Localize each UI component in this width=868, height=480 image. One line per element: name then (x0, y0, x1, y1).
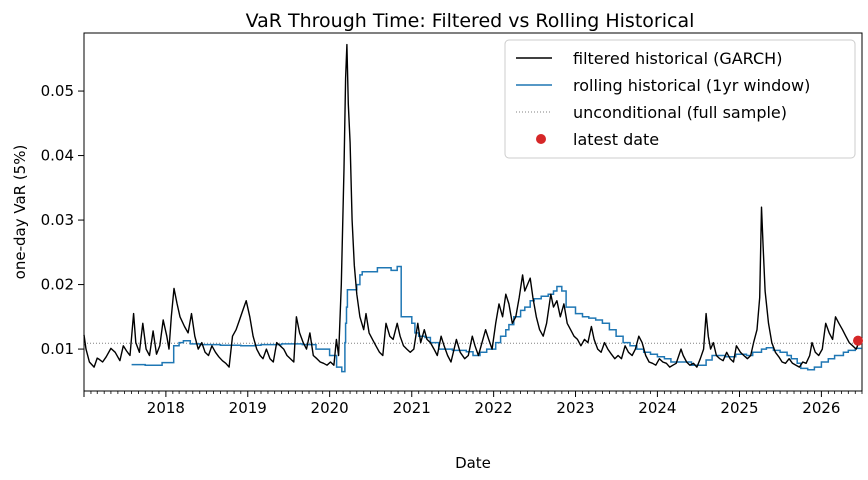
x-tick-label: 2018 (147, 399, 185, 417)
x-tick-label: 2021 (393, 399, 431, 417)
latest-date-point (853, 335, 863, 346)
x-tick-label: 2026 (802, 399, 840, 417)
y-tick-label: 0.02 (41, 276, 74, 294)
legend-box (504, 39, 856, 159)
legend-label-latest: latest date (573, 130, 659, 149)
x-tick-label: 2024 (638, 399, 676, 417)
legend-swatch-latest (536, 134, 546, 144)
chart-title: VaR Through Time: Filtered vs Rolling Hi… (246, 10, 695, 32)
x-tick-label: 2019 (229, 399, 267, 417)
y-axis: 0.01 0.02 0.03 0.04 0.05 (41, 82, 84, 358)
y-axis-title: one-day VaR (5%) (11, 145, 29, 280)
x-axis: 2018 2019 2020 2021 2022 2023 2024 2025 2026 (83, 391, 863, 417)
y-tick-label: 0.04 (41, 147, 74, 165)
x-axis-title: Date (455, 454, 491, 472)
legend-label-garch: filtered historical (GARCH) (573, 49, 782, 68)
y-tick-label: 0.01 (41, 340, 74, 358)
x-tick-label: 2023 (556, 399, 594, 417)
x-tick-label: 2022 (475, 399, 513, 417)
legend: filtered historical (GARCH) rolling hist… (504, 39, 856, 159)
x-tick-label: 2025 (720, 399, 758, 417)
y-tick-label: 0.05 (41, 82, 74, 100)
filtered-historical-line (83, 43, 861, 368)
x-tick-label: 2020 (311, 399, 349, 417)
legend-label-rolling: rolling historical (1yr window) (573, 76, 810, 95)
legend-label-unconditional: unconditional (full sample) (573, 103, 787, 122)
y-tick-label: 0.03 (41, 211, 74, 229)
series-layer (83, 43, 863, 373)
